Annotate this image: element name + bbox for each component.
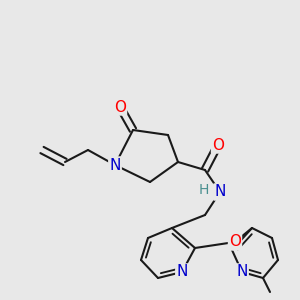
Text: O: O [212, 137, 224, 152]
Text: O: O [114, 100, 126, 115]
Text: N: N [236, 265, 248, 280]
Text: N: N [214, 184, 226, 200]
Text: O: O [229, 235, 241, 250]
Text: N: N [176, 265, 188, 280]
Text: H: H [199, 183, 209, 197]
Text: N: N [109, 158, 121, 172]
